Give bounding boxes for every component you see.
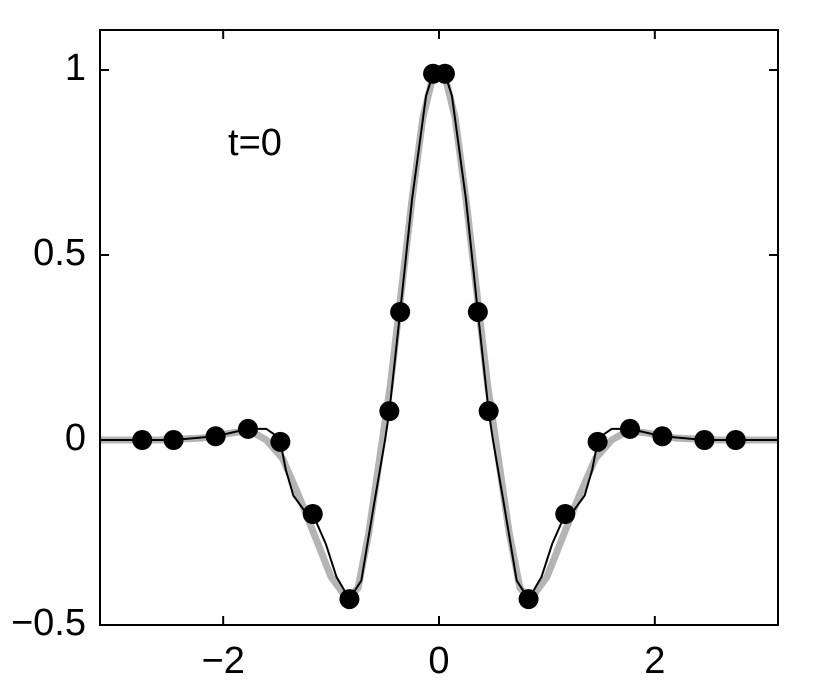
curve <box>100 69 778 601</box>
y-tick-label: 0 <box>65 417 86 459</box>
marker <box>467 301 488 322</box>
x-tick-label: −2 <box>202 640 245 682</box>
y-tick-label: 0.5 <box>33 232 86 274</box>
marker <box>694 430 715 450</box>
marker <box>205 426 226 447</box>
marker <box>619 418 640 439</box>
marker <box>339 589 360 610</box>
marker <box>302 504 323 524</box>
marker <box>725 430 746 450</box>
x-tick-label: 2 <box>644 640 665 682</box>
marker <box>587 431 608 452</box>
marker <box>555 504 576 524</box>
plot-frame <box>99 29 779 626</box>
marker <box>163 430 184 450</box>
marker <box>652 426 673 447</box>
marker <box>238 418 259 439</box>
marker <box>270 431 291 452</box>
marker <box>379 401 400 422</box>
y-tick-label: −0.5 <box>11 602 86 644</box>
marker <box>478 401 499 422</box>
marker <box>518 589 539 610</box>
x-tick-label: 0 <box>428 640 449 682</box>
curve <box>100 66 778 603</box>
annotation: t=0 <box>228 122 282 164</box>
marker <box>434 63 455 84</box>
marker <box>390 301 411 322</box>
marker <box>132 430 153 450</box>
y-tick-label: 1 <box>65 47 86 89</box>
